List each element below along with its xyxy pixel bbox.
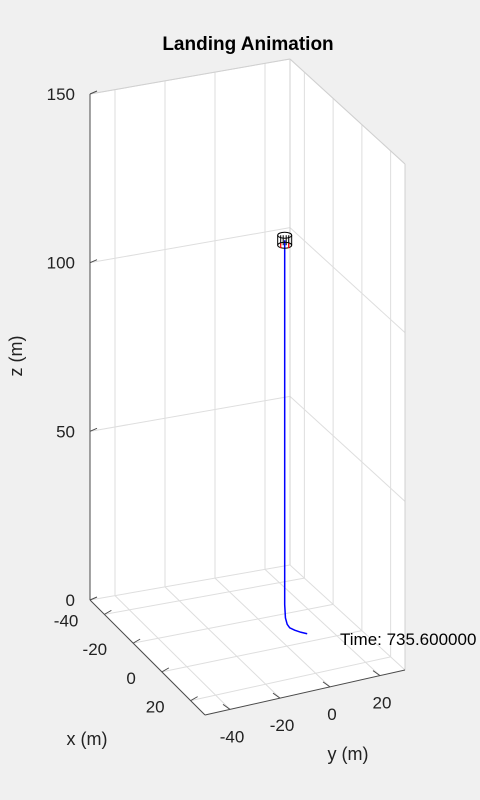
y-tick-mark: [322, 681, 331, 688]
vehicle-marker: [277, 231, 293, 249]
side-wall-gridline-z: [289, 564, 406, 671]
plot-area: [277, 231, 308, 635]
side-wall-gridline-z: [289, 395, 406, 502]
floor-gridline-x: [190, 656, 391, 702]
x-tick-label: 20: [146, 698, 165, 717]
z-tick-label: 150: [47, 85, 75, 104]
x-axis-label: x (m): [67, 729, 108, 749]
y-tick-mark: [272, 692, 281, 699]
floor-gridline-x: [133, 603, 334, 644]
back-wall-gridline-z: [89, 564, 291, 601]
z-tick-label: 50: [56, 422, 75, 441]
y-tick-label: 20: [373, 694, 392, 713]
grid-lines: [89, 58, 406, 710]
side-wall-pane: [290, 59, 405, 670]
y-tick-label: -20: [270, 716, 295, 735]
top-edge-back: [89, 58, 291, 95]
floor-gridline-x: [161, 630, 362, 673]
x-tick-mark: [104, 609, 112, 615]
axes-panes: [90, 59, 405, 715]
time-annotation: Time: 735.600000: [340, 630, 476, 649]
back-wall-gridline-z: [89, 227, 291, 264]
floor-gridline-y: [114, 595, 231, 710]
floor-gridline-x: [104, 577, 305, 615]
axes-edges: [89, 58, 406, 716]
x-tick-mark: [132, 638, 141, 644]
y-axis-line: [204, 669, 406, 716]
floor-gridline-y: [214, 577, 331, 688]
z-tick-mark: [89, 427, 98, 432]
x-tick-label: -40: [54, 611, 79, 630]
y-tick-mark: [222, 703, 231, 710]
y-tick-label: 0: [327, 705, 336, 724]
z-tick-mark: [89, 596, 98, 601]
x-tick-mark: [190, 696, 198, 702]
z-tick-label: 100: [47, 254, 75, 273]
y-tick-label: -40: [220, 727, 245, 746]
trajectory-line: [283, 240, 308, 635]
x-tick-mark: [161, 667, 170, 673]
x-tick-label: -20: [83, 640, 108, 659]
x-axis-line: [89, 599, 206, 716]
z-tick-label: 0: [66, 591, 75, 610]
y-axis-label: y (m): [328, 744, 369, 764]
back-wall-pane: [90, 59, 290, 600]
side-wall-gridline-z: [289, 227, 406, 334]
floor-gridline-y: [164, 586, 281, 699]
y-tick-mark: [372, 670, 381, 677]
back-wall-gridline-z: [89, 395, 291, 432]
z-tick-mark: [89, 259, 98, 264]
x-tick-label: 0: [126, 669, 135, 688]
chart-title: Landing Animation: [162, 34, 333, 55]
z-tick-mark: [89, 90, 98, 95]
z-axis-label: z (m): [6, 336, 26, 377]
top-edge-side: [289, 58, 406, 165]
